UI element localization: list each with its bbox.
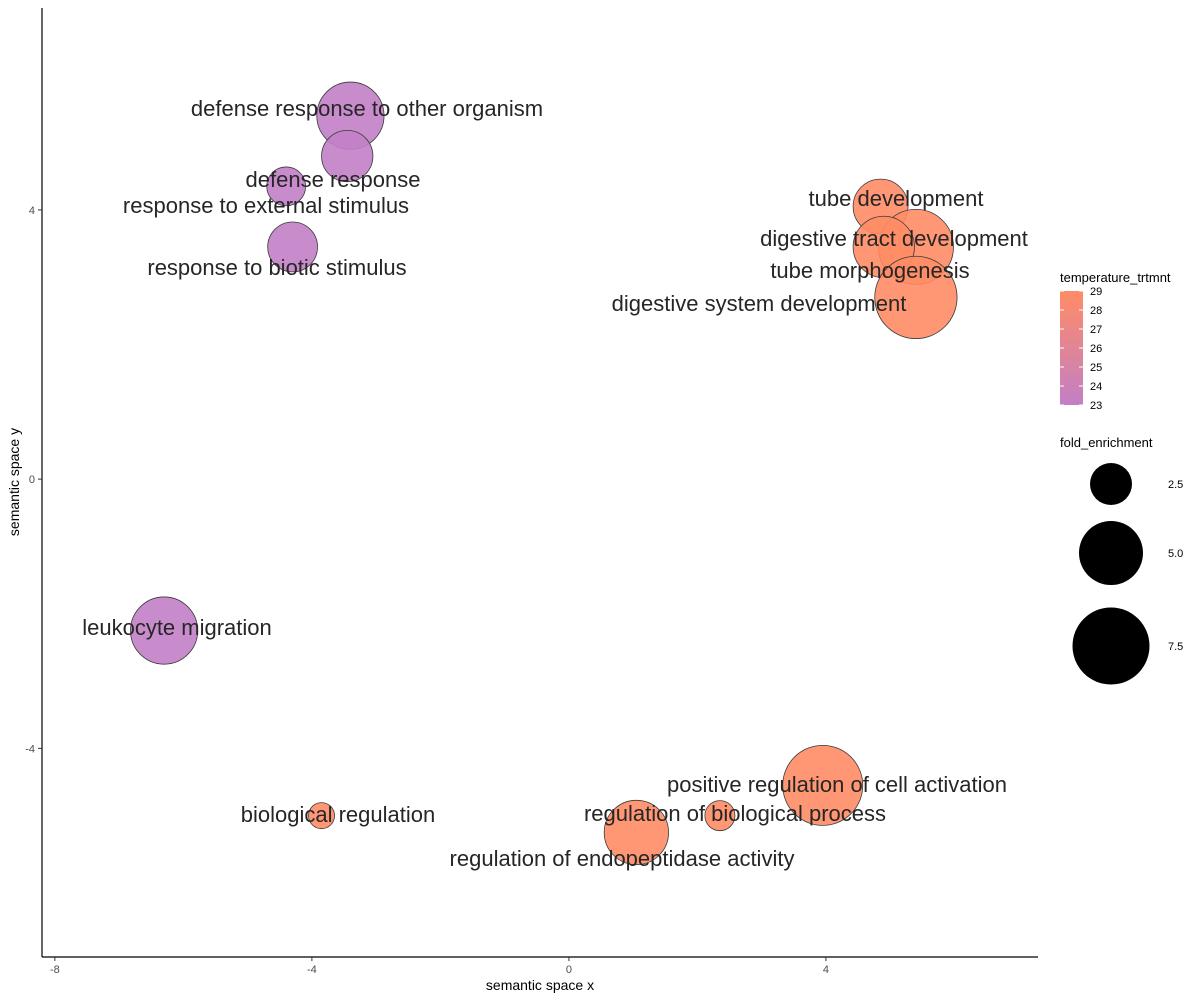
size-legend-key: [1090, 463, 1132, 505]
data-point: [603, 799, 669, 866]
point-label: defense response to other organism: [191, 96, 543, 121]
y-tick-label: 4: [29, 205, 35, 217]
x-axis-title: semantic space x: [486, 977, 594, 993]
color-legend-label: 23: [1090, 400, 1102, 412]
y-tick-label: -4: [25, 743, 35, 755]
x-tick-label: -4: [307, 964, 317, 976]
point-label: digestive system development: [612, 291, 907, 316]
x-tick-label: 4: [823, 964, 829, 976]
y-axis-title: semantic space y: [6, 428, 22, 536]
size-legend-key: [1079, 521, 1143, 585]
x-tick-label: -8: [50, 964, 60, 976]
color-legend-label: 24: [1090, 381, 1102, 393]
point-label: positive regulation of cell activation: [667, 772, 1007, 797]
size-legend-label: 2.5: [1168, 479, 1183, 491]
size-legend-label: 5.0: [1168, 548, 1183, 560]
point-label: regulation of endopeptidase activity: [450, 846, 795, 871]
color-legend: temperature_trtmnt 29 28 27 26 25 24 23: [1060, 270, 1171, 412]
point-label: tube development: [809, 186, 984, 211]
size-legend-label: 7.5: [1168, 641, 1183, 653]
point-label: response to biotic stimulus: [147, 255, 406, 280]
color-legend-label: 25: [1090, 362, 1102, 374]
color-legend-bar: [1060, 291, 1083, 405]
color-legend-label: 26: [1090, 343, 1102, 355]
data-point: [266, 166, 306, 207]
data-point: [704, 800, 736, 832]
size-legend-key: [1072, 607, 1150, 685]
y-tick-label: 0: [29, 474, 35, 486]
point-label: biological regulation: [241, 802, 435, 827]
size-legend: fold_enrichment 2.5 5.0 7.5: [1060, 435, 1183, 685]
point-label: regulation of biological process: [584, 801, 886, 826]
axes: -8 -4 0 4 -4 0 4: [25, 8, 1038, 976]
data-point: [782, 744, 864, 826]
color-legend-label: 29: [1090, 286, 1102, 298]
data-point: [874, 255, 958, 339]
color-legend-title: temperature_trtmnt: [1060, 270, 1171, 285]
data-point: [308, 802, 335, 830]
data-point: [267, 221, 318, 273]
point-label: digestive tract development: [760, 226, 1028, 251]
color-legend-label: 27: [1090, 324, 1102, 336]
point-label: leukocyte migration: [82, 615, 272, 640]
x-tick-label: 0: [566, 964, 572, 976]
point-label: defense response: [246, 167, 421, 192]
point-label: response to external stimulus: [123, 193, 409, 218]
point-label: tube morphogenesis: [770, 258, 969, 283]
data-points: [130, 81, 958, 866]
data-point: [321, 129, 374, 183]
data-point: [130, 596, 199, 665]
point-labels: defense response to other organism defens…: [82, 96, 1028, 871]
color-legend-label: 28: [1090, 305, 1102, 317]
size-legend-title: fold_enrichment: [1060, 435, 1153, 450]
